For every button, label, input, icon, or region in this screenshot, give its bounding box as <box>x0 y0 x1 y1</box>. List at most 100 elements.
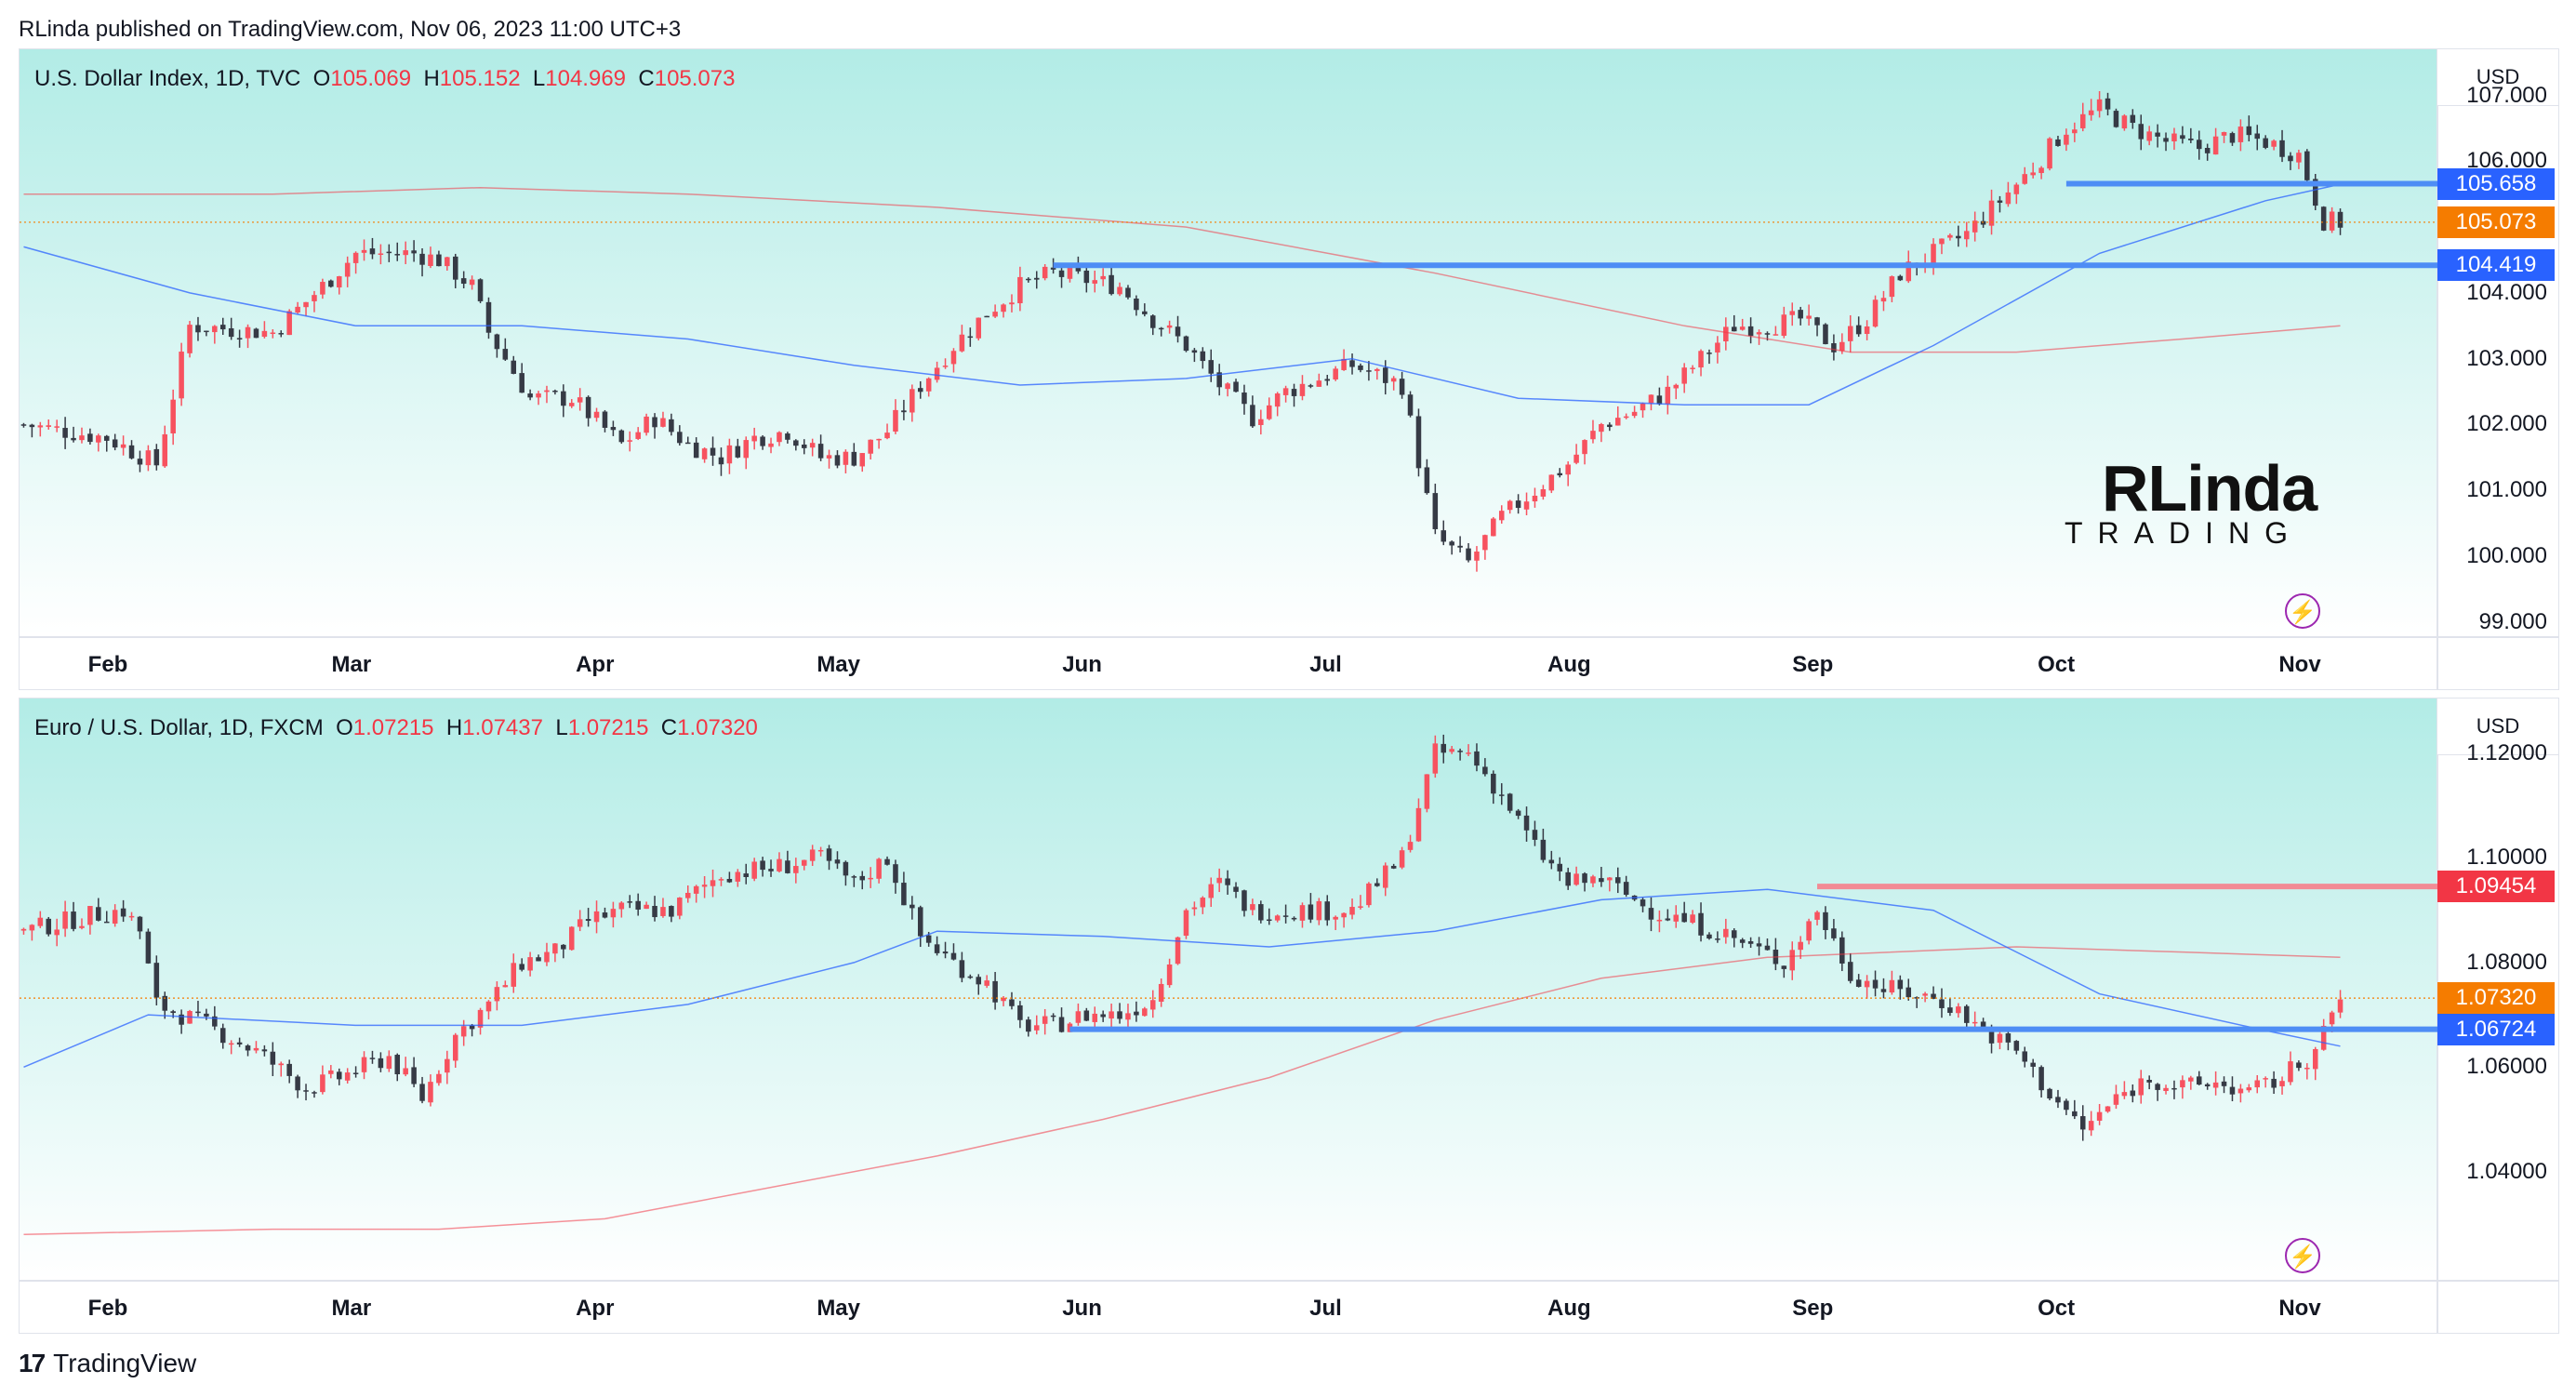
dxy-lightning-icon[interactable]: ⚡ <box>2285 593 2320 629</box>
x-tick-label: Aug <box>1547 1296 1591 1321</box>
level-price-tag: 104.419 <box>2437 249 2555 282</box>
candle-body <box>701 448 708 459</box>
candle-body <box>876 858 882 879</box>
candle-body <box>1798 310 1803 319</box>
sma200-line <box>23 186 2341 353</box>
candle-body <box>777 858 782 871</box>
eurusd-currency-button[interactable]: USD <box>2437 698 2558 755</box>
candle-body <box>1756 332 1762 335</box>
candle-body <box>809 443 816 448</box>
candle-body <box>2271 1078 2277 1088</box>
candle-body <box>593 411 600 419</box>
candle-body <box>2271 140 2277 147</box>
candle-body <box>195 325 201 333</box>
eurusd-chart-svg <box>20 698 2558 1333</box>
candle-body <box>1449 541 1454 546</box>
eurusd-chart-panel[interactable]: Euro / U.S. Dollar, 1D, FXCM O1.07215 H1… <box>19 698 2559 1334</box>
candle-body <box>1789 950 1796 971</box>
candle-body <box>2337 211 2344 228</box>
candle-body <box>103 435 110 441</box>
candle-body <box>1889 979 1895 993</box>
candle-body <box>485 1001 492 1012</box>
candle-body <box>536 393 541 398</box>
candle-body <box>79 435 85 441</box>
candle-body <box>1017 1005 1023 1020</box>
candle-body <box>2204 148 2211 153</box>
candle-body <box>1590 876 1596 884</box>
candle-body <box>2096 1111 2103 1121</box>
candle-body <box>1075 265 1082 272</box>
candle-body <box>312 295 317 301</box>
candle-body <box>693 885 699 894</box>
logo-line1: RLinda <box>2102 452 2317 525</box>
dxy-currency-button[interactable]: USD <box>2437 49 2558 106</box>
candle-body <box>120 444 126 448</box>
candle-body <box>1640 403 1646 411</box>
candle-body <box>2022 174 2028 184</box>
candle-body <box>394 1055 401 1074</box>
candle-body <box>635 900 641 910</box>
candle-body <box>942 366 949 367</box>
candle-body <box>1208 360 1215 374</box>
candle-body <box>1706 353 1712 354</box>
candle-body <box>2121 1092 2128 1097</box>
candle-body <box>477 279 484 301</box>
x-tick-label: Apr <box>576 652 615 677</box>
candle-body <box>2113 1094 2119 1105</box>
candle-body <box>204 330 209 333</box>
candle-body <box>843 861 849 876</box>
candle-body <box>1798 941 1803 951</box>
candle-body <box>436 1073 442 1084</box>
candle-body <box>893 864 898 884</box>
candle-body <box>660 418 666 427</box>
candle-body <box>1665 918 1671 921</box>
candle-body <box>992 312 998 317</box>
candle-body <box>1042 266 1048 279</box>
candle-body <box>411 1067 417 1084</box>
eurusd-legend: Euro / U.S. Dollar, 1D, FXCM O1.07215 H1… <box>34 715 758 740</box>
candle-body <box>1582 440 1587 455</box>
dxy-chart-panel[interactable]: U.S. Dollar Index, 1D, TVC O105.069 H105… <box>19 48 2559 690</box>
candle-body <box>2246 1087 2252 1091</box>
candle-body <box>2254 133 2261 140</box>
footer-brand[interactable]: 17 TradingView <box>19 1349 196 1378</box>
eurusd-lightning-icon[interactable]: ⚡ <box>2285 1238 2320 1273</box>
x-tick-label: Oct <box>2038 1296 2076 1321</box>
candle-body <box>261 330 268 338</box>
candle-body <box>2138 124 2144 140</box>
candle-body <box>2196 140 2202 150</box>
candle-body <box>2022 1051 2028 1062</box>
candle-body <box>2055 139 2061 146</box>
candle-body <box>1557 472 1563 476</box>
candle-body <box>1482 766 1488 775</box>
candle-body <box>2312 1048 2318 1070</box>
candle-body <box>469 1025 475 1030</box>
candle-body <box>469 279 475 286</box>
candle-body <box>527 393 533 398</box>
candle-body <box>2288 155 2293 162</box>
candle-body <box>1374 883 1380 886</box>
candle-body <box>96 907 101 921</box>
candle-body <box>925 935 932 943</box>
candle-body <box>1083 1010 1090 1021</box>
candle-body <box>826 455 832 459</box>
candle-body <box>2096 99 2103 112</box>
candle-body <box>2047 138 2052 169</box>
candle-body <box>71 437 76 441</box>
candle-body <box>1308 385 1314 387</box>
candle-body <box>2237 1088 2244 1094</box>
candle-body <box>1814 317 1820 326</box>
x-tick-label: May <box>817 652 860 677</box>
candle-body <box>1855 325 1862 335</box>
x-tick-label: Aug <box>1547 652 1591 677</box>
eurusd-low: 1.07215 <box>567 715 649 740</box>
candle-body <box>286 311 292 336</box>
candle-body <box>693 442 699 459</box>
candle-body <box>219 1028 226 1044</box>
candle-body <box>1698 912 1704 936</box>
candle-body <box>1723 326 1729 342</box>
candle-body <box>253 1047 259 1051</box>
candle-body <box>1466 752 1471 754</box>
candle-body <box>876 438 882 441</box>
candle-body <box>1191 350 1198 353</box>
